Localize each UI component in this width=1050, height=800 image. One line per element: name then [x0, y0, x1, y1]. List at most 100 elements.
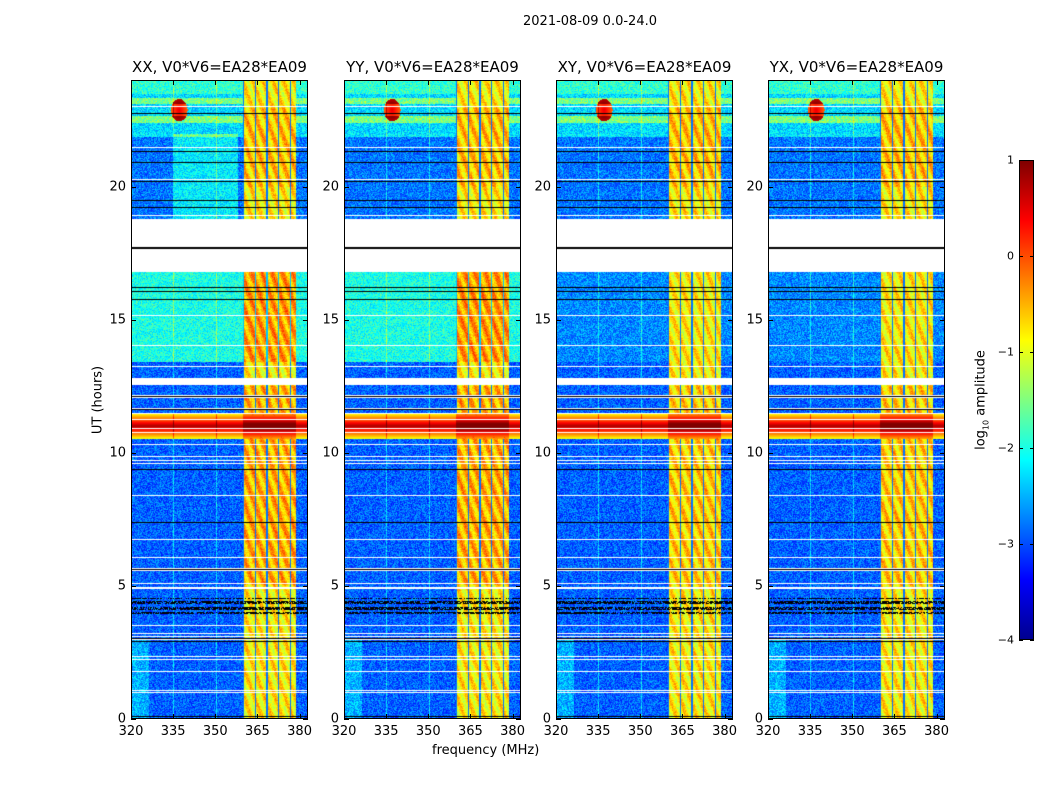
y-tick-mark	[303, 719, 308, 720]
heatmap-canvas	[557, 81, 732, 718]
y-tick-label: 10	[746, 445, 763, 461]
y-tick-mark	[303, 452, 308, 454]
x-tick-mark	[852, 80, 854, 85]
y-tick-mark	[940, 585, 945, 587]
y-tick-label: 20	[534, 179, 551, 194]
colorbar-tick-mark	[1030, 544, 1034, 545]
x-tick-mark	[299, 80, 301, 85]
x-tick-label: 335	[585, 724, 611, 739]
y-tick-mark	[728, 186, 733, 188]
x-tick-label: 380	[712, 724, 737, 739]
colorbar-tick-label: −4	[997, 633, 1014, 647]
x-tick-label: 335	[160, 724, 186, 739]
x-tick-label: 335	[797, 724, 823, 739]
x-tick-label: 365	[245, 724, 270, 739]
x-tick-mark	[131, 714, 132, 719]
heatmap-canvas	[345, 81, 520, 718]
x-tick-label: 365	[458, 724, 483, 739]
x-tick-mark	[598, 80, 600, 85]
x-tick-mark	[768, 714, 769, 719]
panel-title: YY, V0*V6=EA28*EA09	[346, 58, 519, 76]
y-tick-label: 0	[117, 711, 126, 727]
x-tick-mark	[257, 80, 259, 85]
y-tick-mark	[303, 186, 308, 188]
y-tick-label: 5	[542, 578, 551, 594]
colorbar-tick-mark	[1019, 448, 1023, 449]
y-tick-mark	[768, 719, 773, 720]
y-tick-mark	[728, 452, 733, 454]
y-tick-mark	[516, 585, 521, 587]
colorbar-label-rest: amplitude	[973, 350, 989, 420]
x-tick-mark	[299, 714, 301, 719]
y-tick-label: 20	[109, 179, 126, 194]
y-tick-label: 5	[117, 578, 126, 594]
y-tick-label: 15	[322, 312, 339, 328]
y-tick-mark	[940, 186, 945, 188]
y-tick-label: 15	[746, 312, 763, 328]
x-tick-mark	[724, 714, 726, 719]
x-tick-mark	[512, 80, 514, 85]
x-tick-mark	[894, 714, 896, 719]
y-tick-mark	[556, 585, 561, 587]
colorbar-tick-mark	[1019, 544, 1023, 545]
x-tick-mark	[556, 80, 557, 85]
colorbar-tick-label: 0	[1007, 249, 1014, 263]
y-tick-label: 15	[109, 312, 126, 328]
x-tick-label: 380	[924, 724, 949, 739]
y-tick-label: 5	[754, 578, 763, 594]
y-tick-mark	[728, 585, 733, 587]
y-tick-mark	[344, 452, 349, 454]
x-tick-mark	[894, 80, 896, 85]
panel-title: YX, V0*V6=EA28*EA09	[769, 58, 944, 76]
x-tick-mark	[640, 714, 642, 719]
colorbar-tick-mark	[1030, 352, 1034, 353]
x-tick-label: 320	[543, 724, 569, 739]
y-tick-mark	[556, 452, 561, 454]
x-tick-mark	[768, 80, 769, 85]
x-tick-label: 380	[500, 724, 525, 739]
x-tick-label: 350	[627, 724, 653, 739]
x-tick-label: 320	[331, 724, 357, 739]
y-tick-mark	[344, 319, 349, 321]
y-tick-mark	[556, 186, 561, 188]
y-tick-mark	[728, 319, 733, 321]
x-tick-mark	[936, 80, 938, 85]
y-tick-label: 10	[534, 445, 551, 461]
x-tick-mark	[470, 714, 472, 719]
x-tick-mark	[173, 80, 175, 85]
y-tick-mark	[728, 719, 733, 720]
colorbar-tick-mark	[1019, 352, 1023, 353]
y-tick-mark	[768, 452, 773, 454]
colorbar-tick-mark	[1019, 640, 1023, 641]
y-tick-mark	[303, 319, 308, 321]
y-tick-label: 10	[322, 445, 339, 461]
y-tick-mark	[768, 319, 773, 321]
x-tick-label: 320	[755, 724, 781, 739]
x-tick-label: 365	[882, 724, 907, 739]
colorbar-tick-mark	[1030, 640, 1034, 641]
y-tick-mark	[131, 186, 136, 188]
y-tick-mark	[344, 186, 349, 188]
heatmap-canvas	[132, 81, 307, 718]
x-tick-mark	[810, 714, 812, 719]
heatmap-panel-yy	[344, 80, 521, 719]
colorbar-tick-label: −1	[997, 345, 1014, 359]
colorbar	[1019, 160, 1034, 640]
x-tick-mark	[512, 714, 514, 719]
x-tick-mark	[428, 80, 430, 85]
x-tick-mark	[215, 714, 217, 719]
colorbar-tick-mark	[1019, 256, 1023, 257]
x-tick-mark	[386, 714, 388, 719]
x-tick-mark	[640, 80, 642, 85]
x-tick-mark	[598, 714, 600, 719]
x-tick-mark	[556, 714, 557, 719]
colorbar-label: log10 amplitude	[974, 350, 991, 450]
y-tick-mark	[131, 452, 136, 454]
heatmap-panel-yx	[768, 80, 945, 719]
y-tick-mark	[516, 452, 521, 454]
colorbar-tick-mark	[1030, 448, 1034, 449]
y-tick-mark	[131, 719, 136, 720]
x-axis-label: frequency (MHz)	[432, 743, 540, 758]
y-axis-label: UT (hours)	[90, 365, 106, 435]
y-tick-label: 20	[322, 179, 339, 194]
